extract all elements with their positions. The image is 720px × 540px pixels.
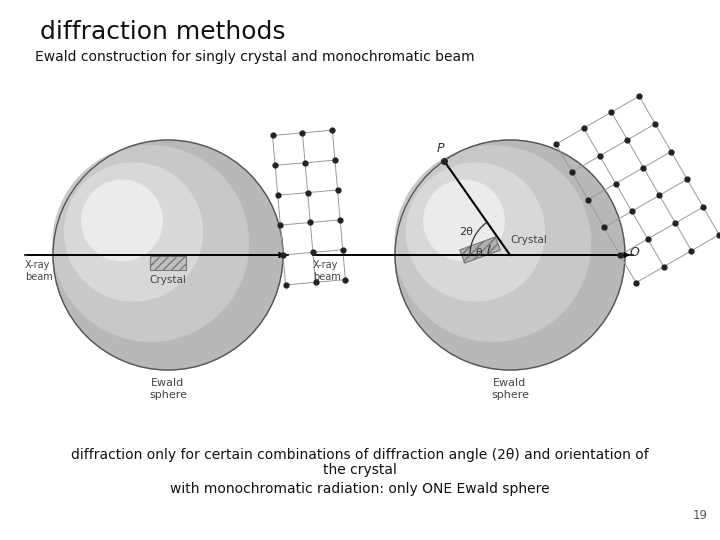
Text: with monochromatic radiation: only ONE Ewald sphere: with monochromatic radiation: only ONE E… [170, 482, 550, 496]
Text: Ewald
sphere: Ewald sphere [149, 378, 187, 400]
Text: Ewald
sphere: Ewald sphere [491, 378, 529, 400]
Text: X-ray
beam: X-ray beam [25, 260, 53, 281]
Text: X-ray
beam: X-ray beam [313, 260, 341, 281]
Text: 2θ: 2θ [459, 227, 472, 237]
Circle shape [53, 140, 283, 370]
Circle shape [395, 146, 590, 341]
Circle shape [82, 180, 162, 261]
Text: diffraction methods: diffraction methods [40, 20, 286, 44]
Text: P: P [436, 142, 444, 155]
Text: Ewald construction for singly crystal and monochromatic beam: Ewald construction for singly crystal an… [35, 50, 474, 64]
Circle shape [424, 180, 504, 261]
Circle shape [53, 146, 248, 341]
Bar [460, 237, 500, 263]
Text: Crystal: Crystal [510, 235, 547, 245]
Text: O: O [629, 246, 639, 259]
Text: the crystal: the crystal [323, 463, 397, 477]
Text: θ: θ [475, 248, 482, 258]
Text: Crystal: Crystal [150, 275, 186, 285]
Circle shape [65, 163, 202, 301]
Bar [150, 256, 186, 270]
Text: diffraction only for certain combinations of diffraction angle (2θ) and orientat: diffraction only for certain combination… [71, 448, 649, 462]
Circle shape [407, 163, 544, 301]
Text: 19: 19 [693, 509, 708, 522]
Circle shape [395, 140, 625, 370]
